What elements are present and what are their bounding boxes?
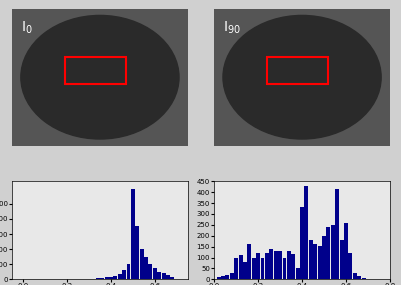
Bar: [135, 227, 139, 279]
Bar: [282, 258, 286, 279]
Circle shape: [223, 15, 380, 139]
Bar: [348, 253, 352, 279]
Bar: [264, 253, 268, 279]
Bar: [238, 255, 242, 279]
Bar: [321, 236, 325, 279]
Bar: [339, 240, 343, 279]
Bar: [234, 258, 237, 279]
Bar: [255, 253, 259, 279]
Bar: [308, 240, 312, 279]
Bar: [109, 277, 113, 279]
Bar: [216, 277, 220, 279]
Bar: [144, 257, 148, 279]
Bar: [343, 223, 347, 279]
Bar: [352, 273, 356, 279]
Bar: [356, 276, 360, 279]
Bar: [299, 207, 303, 279]
Circle shape: [21, 15, 178, 139]
Bar: [260, 258, 264, 279]
Bar: [152, 268, 156, 279]
Bar: [122, 270, 126, 279]
Bar: [277, 251, 282, 279]
Bar: [157, 272, 161, 279]
Bar: [95, 278, 99, 279]
Bar: [225, 275, 229, 279]
Bar: [269, 249, 273, 279]
Bar: [247, 245, 251, 279]
Bar: [221, 276, 225, 279]
Bar: [251, 258, 255, 279]
Bar: [229, 273, 233, 279]
Bar: [273, 251, 277, 279]
Bar: [170, 277, 174, 279]
Bar: [113, 276, 117, 279]
Text: I$_0$: I$_0$: [21, 20, 32, 36]
Bar: [131, 189, 134, 279]
Bar: [104, 277, 108, 279]
Bar: [312, 245, 316, 279]
Bar: [126, 264, 130, 279]
Bar: [295, 268, 299, 279]
Bar: [242, 262, 246, 279]
Bar: [317, 245, 321, 279]
Text: I$_{90}$: I$_{90}$: [223, 20, 240, 36]
Bar: [334, 189, 338, 279]
Bar: [174, 278, 178, 279]
Bar: [148, 264, 152, 279]
Bar: [291, 254, 294, 279]
Bar: [286, 251, 290, 279]
Bar: [361, 278, 365, 279]
Bar: [166, 275, 170, 279]
Bar: [330, 225, 334, 279]
Bar: [304, 186, 308, 279]
Bar: [161, 273, 165, 279]
Bar: [100, 278, 104, 279]
Bar: [117, 274, 122, 279]
Bar: [140, 249, 143, 279]
Bar: [326, 227, 330, 279]
